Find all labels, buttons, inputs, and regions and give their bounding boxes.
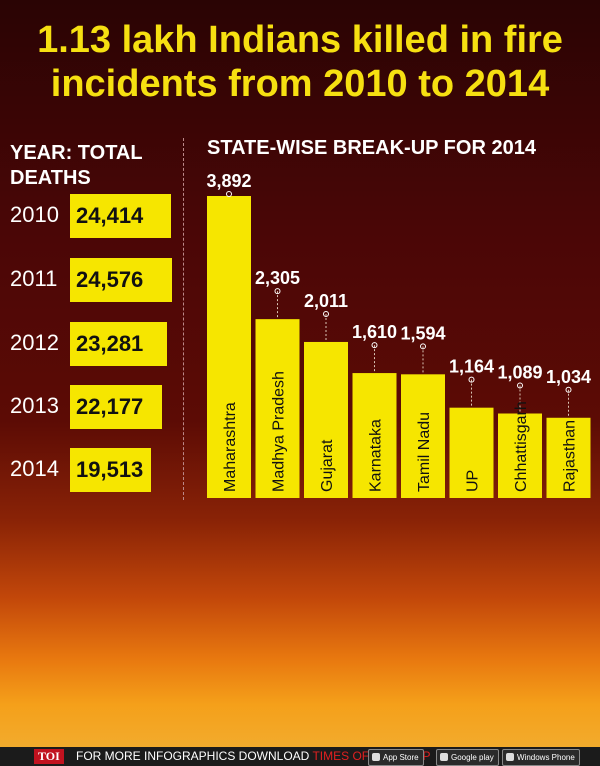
yearly-header-line-1: YEAR: TOTAL: [10, 142, 143, 164]
category-label: UP: [465, 470, 482, 492]
bar: [546, 417, 591, 498]
bar: [498, 413, 542, 498]
leader-dot: [565, 386, 572, 393]
value-label: 2,305: [255, 268, 300, 288]
value-label: 1,034: [546, 367, 591, 387]
year-label: 2013: [10, 393, 59, 418]
bar: [449, 407, 494, 498]
leader-dot: [226, 191, 232, 197]
yearly-deaths-header: YEAR: TOTAL DEATHS: [10, 141, 180, 191]
year-label: 2014: [10, 456, 59, 481]
category-label: Rajasthan: [562, 420, 579, 492]
category-label: Karnataka: [368, 419, 385, 492]
bar: [255, 319, 300, 498]
windows-phone-button[interactable]: Windows Phone: [502, 749, 580, 766]
leader-dot: [517, 382, 523, 389]
app-store-button[interactable]: App Store: [368, 749, 424, 766]
section-divider: [183, 138, 184, 500]
leader-dot: [371, 342, 378, 349]
bar: [352, 373, 397, 498]
value-label: 1,610: [352, 322, 397, 342]
title-line-1: 1.13 lakh Indians killed in fire: [37, 19, 563, 61]
category-label: Maharashtra: [222, 402, 239, 492]
value-label: 1,594: [400, 323, 445, 343]
yearly-header-line-2: DEATHS: [10, 167, 91, 189]
year-label: 2011: [10, 266, 58, 291]
bar: [207, 196, 251, 498]
infographic-title: 1.13 lakh Indians killed in fire inciden…: [0, 18, 600, 106]
year-label: 2010: [10, 202, 59, 227]
windows-icon: [506, 753, 514, 761]
year-label: 2012: [10, 330, 59, 355]
category-label: Chhattisgarh: [513, 401, 530, 492]
footer-cta: FOR MORE INFOGRAPHICS DOWNLOAD: [76, 749, 310, 763]
leader-dot: [468, 376, 475, 383]
apple-icon: [372, 753, 380, 761]
play-icon: [440, 753, 448, 761]
value-label: 3,892: [206, 171, 251, 191]
leader-dot: [420, 343, 426, 350]
leader-dot: [323, 310, 329, 317]
bar: [304, 341, 348, 498]
toi-logo: TOI: [34, 749, 64, 764]
bar: [401, 374, 445, 498]
state-chart-title: STATE-WISE BREAK-UP FOR 2014: [207, 137, 536, 159]
year-deaths-box: 19,513: [70, 448, 151, 492]
title-line-2: incidents from 2010 to 2014: [50, 63, 550, 105]
google-play-button[interactable]: Google play: [436, 749, 499, 766]
app-store-label: App Store: [383, 753, 419, 762]
year-deaths-box: 23,281: [70, 322, 167, 366]
year-deaths-box: 24,576: [70, 258, 172, 302]
value-label: 2,011: [304, 291, 348, 311]
footer-bar: TOI FOR MORE INFOGRAPHICS DOWNLOAD TIMES…: [0, 747, 600, 766]
category-label: Gujarat: [319, 439, 336, 492]
windows-phone-label: Windows Phone: [517, 753, 575, 762]
leader-dot: [274, 288, 281, 295]
value-label: 1,089: [497, 362, 542, 382]
category-label: Tamil Nadu: [416, 412, 433, 492]
category-label: Madhya Pradesh: [271, 371, 288, 492]
year-deaths-box: 24,414: [70, 194, 171, 238]
value-label: 1,164: [449, 357, 494, 377]
google-play-label: Google play: [451, 753, 494, 762]
year-deaths-box: 22,177: [70, 385, 162, 429]
